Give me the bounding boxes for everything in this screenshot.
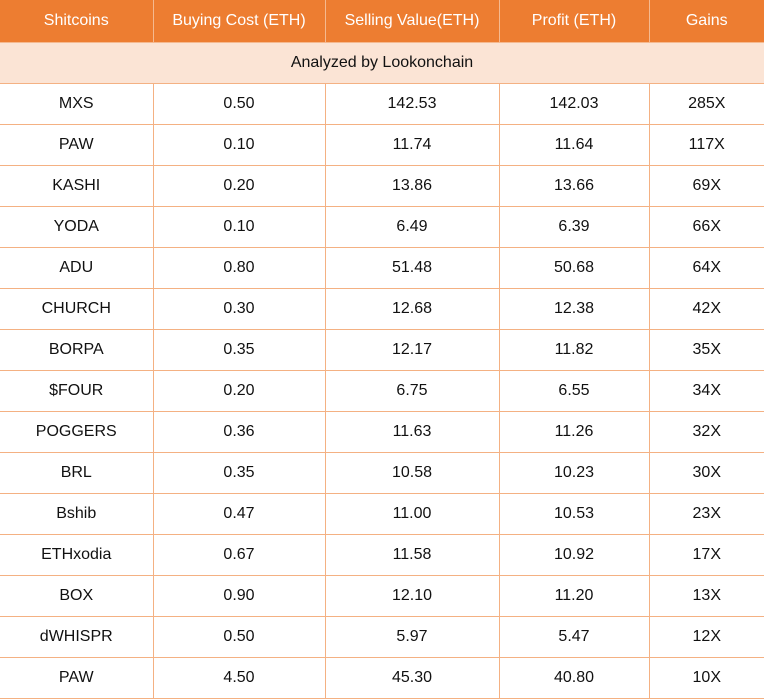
table-row: ETHxodia 0.67 11.58 10.92 17X [0, 534, 764, 576]
column-header-selling-value: Selling Value(ETH) [324, 0, 500, 43]
cell-gains: 64X [648, 247, 764, 289]
table-row: PAW 4.50 45.30 40.80 10X [0, 657, 764, 699]
cell-buying-cost: 0.30 [152, 288, 326, 330]
table-row: POGGERS 0.36 11.63 11.26 32X [0, 411, 764, 453]
cell-coin: BRL [0, 452, 154, 494]
cell-selling-value: 12.68 [324, 288, 500, 330]
cell-profit: 11.82 [498, 329, 650, 371]
table-row: dWHISPR 0.50 5.97 5.47 12X [0, 616, 764, 658]
table-row: $FOUR 0.20 6.75 6.55 34X [0, 370, 764, 412]
cell-profit: 11.26 [498, 411, 650, 453]
table-row: PAW 0.10 11.74 11.64 117X [0, 124, 764, 166]
cell-coin: PAW [0, 657, 154, 699]
cell-selling-value: 51.48 [324, 247, 500, 289]
cell-buying-cost: 0.35 [152, 452, 326, 494]
cell-selling-value: 13.86 [324, 165, 500, 207]
cell-selling-value: 6.75 [324, 370, 500, 412]
cell-profit: 6.55 [498, 370, 650, 412]
table-row: YODA 0.10 6.49 6.39 66X [0, 206, 764, 248]
cell-selling-value: 5.97 [324, 616, 500, 658]
cell-selling-value: 11.00 [324, 493, 500, 535]
cell-buying-cost: 0.20 [152, 165, 326, 207]
cell-coin: MXS [0, 83, 154, 125]
table-row: KASHI 0.20 13.86 13.66 69X [0, 165, 764, 207]
table-row: BRL 0.35 10.58 10.23 30X [0, 452, 764, 494]
cell-buying-cost: 0.80 [152, 247, 326, 289]
cell-gains: 66X [648, 206, 764, 248]
cell-coin: $FOUR [0, 370, 154, 412]
cell-selling-value: 6.49 [324, 206, 500, 248]
cell-profit: 10.53 [498, 493, 650, 535]
cell-coin: BORPA [0, 329, 154, 371]
cell-buying-cost: 0.47 [152, 493, 326, 535]
cell-coin: PAW [0, 124, 154, 166]
cell-profit: 10.23 [498, 452, 650, 494]
cell-profit: 12.38 [498, 288, 650, 330]
cell-buying-cost: 0.20 [152, 370, 326, 412]
cell-profit: 50.68 [498, 247, 650, 289]
cell-selling-value: 11.58 [324, 534, 500, 576]
table-row: BOX 0.90 12.10 11.20 13X [0, 575, 764, 617]
column-header-shitcoins: Shitcoins [0, 0, 154, 43]
cell-buying-cost: 0.50 [152, 83, 326, 125]
cell-selling-value: 12.17 [324, 329, 500, 371]
cell-gains: 34X [648, 370, 764, 412]
cell-profit: 40.80 [498, 657, 650, 699]
column-header-gains: Gains [648, 0, 764, 43]
cell-selling-value: 45.30 [324, 657, 500, 699]
cell-buying-cost: 4.50 [152, 657, 326, 699]
cell-buying-cost: 0.10 [152, 124, 326, 166]
cell-profit: 11.20 [498, 575, 650, 617]
column-header-buying-cost: Buying Cost (ETH) [152, 0, 326, 43]
cell-gains: 17X [648, 534, 764, 576]
cell-buying-cost: 0.36 [152, 411, 326, 453]
cell-coin: ADU [0, 247, 154, 289]
cell-coin: dWHISPR [0, 616, 154, 658]
cell-buying-cost: 0.35 [152, 329, 326, 371]
cell-gains: 285X [648, 83, 764, 125]
cell-selling-value: 10.58 [324, 452, 500, 494]
cell-gains: 13X [648, 575, 764, 617]
cell-buying-cost: 0.90 [152, 575, 326, 617]
table-row: CHURCH 0.30 12.68 12.38 42X [0, 288, 764, 330]
cell-buying-cost: 0.10 [152, 206, 326, 248]
cell-profit: 10.92 [498, 534, 650, 576]
cell-coin: POGGERS [0, 411, 154, 453]
table-row: MXS 0.50 142.53 142.03 285X [0, 83, 764, 125]
cell-gains: 35X [648, 329, 764, 371]
cell-profit: 5.47 [498, 616, 650, 658]
cell-gains: 30X [648, 452, 764, 494]
cell-gains: 12X [648, 616, 764, 658]
cell-coin: BOX [0, 575, 154, 617]
table-subtitle: Analyzed by Lookonchain [0, 42, 764, 84]
cell-selling-value: 142.53 [324, 83, 500, 125]
cell-gains: 69X [648, 165, 764, 207]
table-row: Bshib 0.47 11.00 10.53 23X [0, 493, 764, 535]
cell-selling-value: 11.63 [324, 411, 500, 453]
cell-coin: YODA [0, 206, 154, 248]
cell-profit: 6.39 [498, 206, 650, 248]
cell-coin: ETHxodia [0, 534, 154, 576]
subheader-row: Analyzed by Lookonchain [0, 42, 764, 84]
table-row: ADU 0.80 51.48 50.68 64X [0, 247, 764, 289]
cell-buying-cost: 0.50 [152, 616, 326, 658]
cell-profit: 142.03 [498, 83, 650, 125]
cell-profit: 11.64 [498, 124, 650, 166]
cell-selling-value: 11.74 [324, 124, 500, 166]
cell-coin: CHURCH [0, 288, 154, 330]
cell-gains: 10X [648, 657, 764, 699]
cell-coin: KASHI [0, 165, 154, 207]
cell-gains: 23X [648, 493, 764, 535]
column-header-profit: Profit (ETH) [498, 0, 650, 43]
cell-selling-value: 12.10 [324, 575, 500, 617]
cell-gains: 42X [648, 288, 764, 330]
cell-buying-cost: 0.67 [152, 534, 326, 576]
cell-gains: 32X [648, 411, 764, 453]
table-row: BORPA 0.35 12.17 11.82 35X [0, 329, 764, 371]
cell-coin: Bshib [0, 493, 154, 535]
header-row: Shitcoins Buying Cost (ETH) Selling Valu… [0, 0, 764, 43]
cell-profit: 13.66 [498, 165, 650, 207]
cell-gains: 117X [648, 124, 764, 166]
